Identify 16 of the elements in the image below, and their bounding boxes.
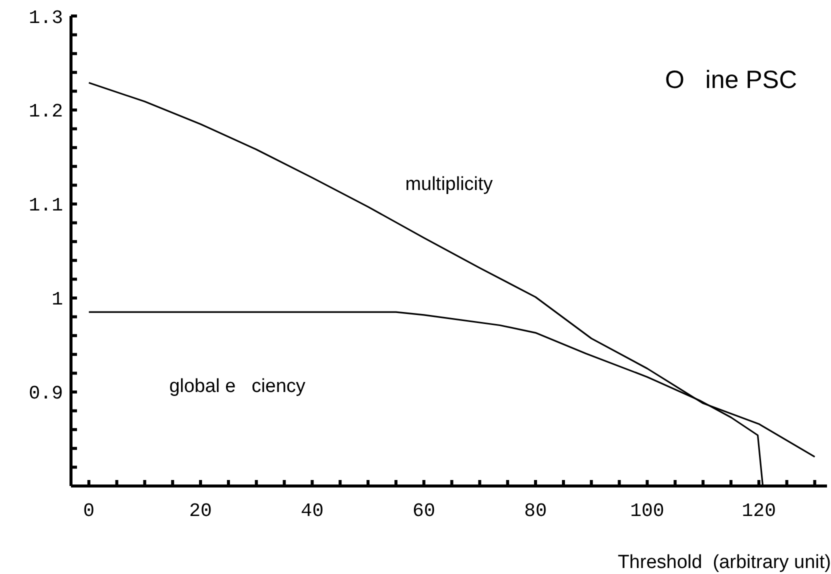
annotation: multiplicity xyxy=(405,174,494,195)
y-tick-label: 1.2 xyxy=(28,100,63,123)
x-tick-label: 80 xyxy=(524,500,547,522)
x-tick-label: 60 xyxy=(412,500,436,522)
x-tick-label: 40 xyxy=(300,500,324,522)
x-tick-label: 120 xyxy=(742,500,776,522)
x-tick-label: 100 xyxy=(630,500,664,522)
text: O ine PSC xyxy=(665,66,797,94)
y-tick-label: 1 xyxy=(52,288,63,311)
y-tick-label: 1.3 xyxy=(28,6,63,29)
x-tick-label: 20 xyxy=(189,500,212,522)
y-tick-label: 0.9 xyxy=(28,382,63,405)
x-tick-label: 0 xyxy=(83,500,95,522)
y-tick-label: 1.1 xyxy=(28,194,63,217)
x-axis-title: Threshold (arbitrary unit) xyxy=(618,552,831,573)
annotation: global e ciency xyxy=(169,376,306,397)
